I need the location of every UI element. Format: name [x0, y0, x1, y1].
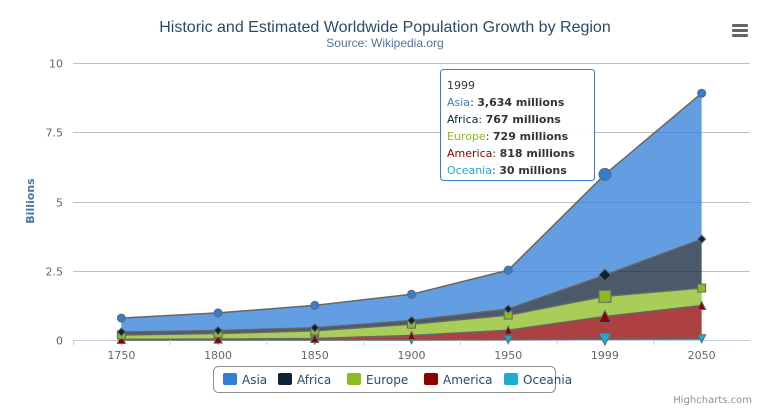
legend-item-europe[interactable]: Europe	[347, 373, 408, 387]
tooltip-row: America: 818 millions	[447, 147, 575, 160]
data-point-europe	[697, 283, 707, 293]
tooltip-series-name: Africa	[447, 113, 478, 126]
tooltip-series-name: Europe	[447, 130, 486, 143]
data-point-africa	[598, 268, 612, 282]
area-africa	[121, 239, 702, 335]
tooltip-value: 30 millions	[499, 164, 567, 177]
legend-item-oceania[interactable]: Oceania	[504, 373, 572, 387]
data-point-europe	[598, 289, 612, 303]
tooltip-value: 818 millions	[500, 147, 576, 160]
area-america	[121, 305, 702, 340]
x-tick-label: 1950	[494, 349, 522, 362]
data-point-america	[116, 334, 127, 344]
legend-label: Europe	[366, 373, 408, 387]
tooltip-header: 1999	[447, 79, 475, 92]
data-point-asia	[213, 308, 223, 318]
data-point-america	[696, 300, 707, 310]
tooltip-series-name: America	[447, 147, 492, 160]
legend: Asia Africa Europe America Oceania	[213, 366, 572, 393]
x-tick-label: 1750	[107, 349, 135, 362]
tooltip-series-name: Asia	[447, 96, 470, 109]
legend-label: America	[443, 373, 493, 387]
y-tick-label: 10	[49, 58, 63, 71]
y-tick-label: 2.5	[46, 266, 64, 279]
legend-swatch	[424, 373, 438, 385]
tooltip-row: Asia: 3,634 millions	[447, 96, 565, 109]
data-point-america	[406, 330, 417, 341]
data-point-africa	[310, 323, 320, 333]
tooltip-value: 3,634 millions	[477, 96, 565, 109]
data-point-asia	[503, 265, 513, 275]
y-tick-label: 5	[56, 197, 63, 210]
data-point-oceania	[598, 332, 612, 347]
x-tick-label: 2050	[688, 349, 716, 362]
credits-link[interactable]: Highcharts.com	[673, 395, 752, 406]
data-point-africa	[503, 304, 513, 314]
data-point-asia	[116, 313, 126, 323]
data-point-africa	[696, 234, 707, 244]
y-tick-label: 0	[56, 335, 63, 348]
x-tick-label: 1900	[398, 349, 426, 362]
legend-swatch	[347, 373, 361, 385]
legend-item-america[interactable]: America	[424, 373, 493, 387]
chart-subtitle: Source: Wikipedia.org	[326, 36, 443, 50]
tooltip: 1999 Asia: 3,634 millions Africa: 767 mil…	[440, 69, 595, 181]
data-point-africa	[213, 325, 223, 336]
data-point-asia	[598, 167, 612, 181]
data-point-america	[213, 333, 223, 344]
data-point-asia	[310, 300, 320, 310]
data-point-africa	[406, 315, 417, 326]
tooltip-value: 767 millions	[486, 113, 562, 126]
legend-label: Asia	[242, 373, 267, 387]
legend-swatch	[504, 373, 518, 385]
x-tick-label: 1850	[301, 349, 329, 362]
x-tick-label: 1800	[204, 349, 232, 362]
data-point-oceania	[503, 335, 514, 345]
legend-item-africa[interactable]: Africa	[278, 373, 331, 387]
data-point-america	[503, 325, 514, 335]
data-point-america	[598, 309, 612, 324]
menu-button[interactable]	[728, 20, 752, 42]
legend-swatch	[278, 373, 292, 385]
data-point-asia	[407, 289, 416, 299]
y-tick-label: 7.5	[46, 127, 64, 140]
tooltip-series-name: Oceania	[447, 164, 492, 177]
y-axis-title: Billions	[24, 178, 37, 224]
legend-label: Oceania	[523, 373, 572, 387]
tooltip-row: Oceania: 30 millions	[447, 164, 567, 177]
tooltip-row: Europe: 729 millions	[447, 130, 569, 143]
tooltip-row: Africa: 767 millions	[447, 113, 561, 126]
tooltip-value: 729 millions	[493, 130, 569, 143]
data-point-america	[309, 333, 320, 343]
legend-swatch	[223, 373, 237, 385]
data-point-oceania	[696, 334, 707, 344]
x-tick-label: 1999	[591, 349, 619, 362]
legend-label: Africa	[297, 373, 331, 387]
legend-item-asia[interactable]: Asia	[223, 373, 267, 387]
hamburger-menu-icon	[732, 24, 748, 37]
data-point-asia	[697, 88, 707, 98]
data-point-africa	[116, 327, 127, 337]
chart-title: Historic and Estimated Worldwide Populat…	[159, 19, 610, 36]
area-asia	[121, 93, 702, 332]
